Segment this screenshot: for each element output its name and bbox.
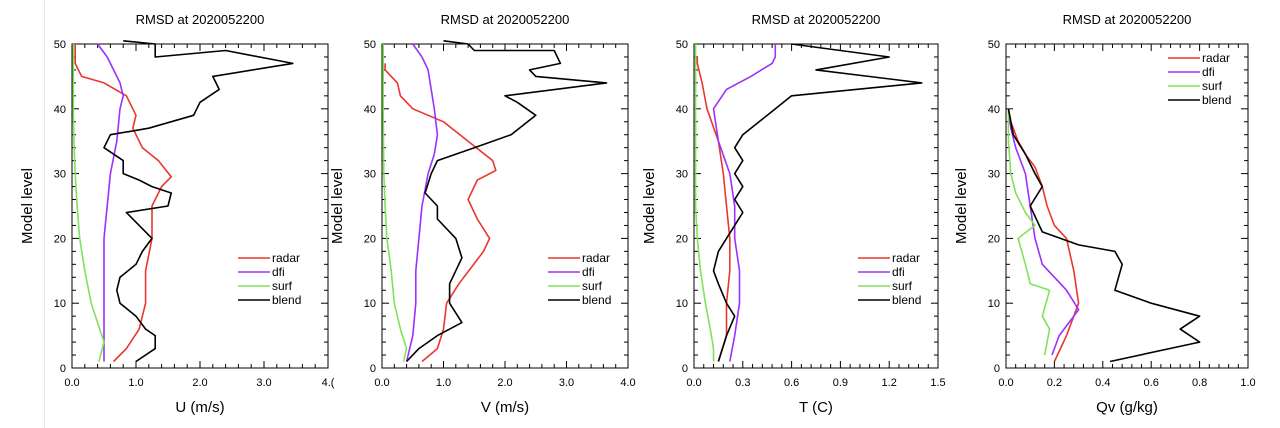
x-tick-label: 0.0 — [686, 377, 701, 389]
y-tick-label: 10 — [988, 298, 1000, 310]
legend-label-blend: blend — [1202, 93, 1231, 107]
legend-label-dfi: dfi — [892, 265, 905, 279]
legend-label-radar: radar — [582, 251, 610, 265]
series-line-dfi — [712, 44, 777, 362]
y-tick-label: 0 — [682, 363, 688, 375]
x-tick-label: 0.0 — [64, 377, 79, 389]
x-tick-label: 1.0 — [128, 377, 143, 389]
y-tick-label: 50 — [988, 39, 1000, 51]
legend-label-radar: radar — [1202, 51, 1230, 65]
y-tick-label: 20 — [54, 233, 66, 245]
plot-frame — [381, 43, 629, 369]
x-tick-label: 0.3 — [735, 377, 750, 389]
left-divider — [44, 0, 45, 428]
y-tick-label: 10 — [364, 298, 376, 310]
y-axis-label: Model level — [953, 168, 970, 244]
x-tick-label: 3.0 — [559, 377, 574, 389]
y-tick-label: 30 — [54, 169, 66, 181]
legend-label-radar: radar — [892, 251, 920, 265]
x-axis-label: Qv (g/kg) — [1096, 399, 1158, 416]
legend-label-dfi: dfi — [272, 265, 285, 279]
x-tick-label: 3.0 — [256, 377, 271, 389]
y-tick-label: 0 — [370, 363, 376, 375]
series-line-blend — [103, 40, 294, 363]
y-tick-label: 20 — [988, 233, 1000, 245]
chart-title: RMSD at 2020052200 — [752, 12, 881, 27]
x-tick-label: 0.2 — [1047, 377, 1062, 389]
x-axis-label: T (C) — [799, 399, 833, 416]
series-line-radar — [696, 57, 731, 362]
series-line-radar — [384, 63, 497, 363]
y-tick-label: 50 — [54, 39, 66, 51]
y-axis-label: Model level — [19, 168, 36, 244]
x-axis-label: V (m/s) — [481, 399, 529, 416]
y-tick-label: 50 — [364, 39, 376, 51]
y-tick-label: 30 — [988, 169, 1000, 181]
series-line-surf — [382, 44, 408, 362]
series-line-blend — [712, 43, 923, 362]
legend-label-surf: surf — [272, 279, 293, 293]
y-tick-label: 40 — [54, 104, 66, 116]
y-tick-label: 10 — [54, 298, 66, 310]
legend-label-surf: surf — [1202, 79, 1223, 93]
legend-label-surf: surf — [892, 279, 913, 293]
x-tick-label: 0.4 — [1095, 377, 1110, 389]
x-tick-label: 0.9 — [833, 377, 848, 389]
x-tick-label: 1.0 — [436, 377, 451, 389]
legend-label-blend: blend — [892, 293, 921, 307]
x-tick-label: 4.( — [322, 377, 335, 389]
plot-frame — [71, 43, 329, 369]
x-tick-label: 0.8 — [1192, 377, 1207, 389]
series-line-dfi — [1007, 108, 1080, 356]
series-line-blend — [406, 40, 608, 363]
series-line-surf — [72, 44, 105, 362]
legend-label-dfi: dfi — [582, 265, 595, 279]
y-tick-label: 20 — [364, 233, 376, 245]
y-tick-label: 30 — [676, 169, 688, 181]
legend-label-blend: blend — [272, 293, 301, 307]
y-tick-label: 20 — [676, 233, 688, 245]
x-tick-label: 2.0 — [192, 377, 207, 389]
chart-title: RMSD at 2020052200 — [136, 12, 265, 27]
x-tick-label: 4.0 — [620, 377, 635, 389]
series-line-radar — [74, 44, 172, 363]
y-axis-label: Model level — [329, 168, 346, 244]
chart-title: RMSD at 2020052200 — [1063, 12, 1192, 27]
y-tick-label: 0 — [60, 363, 66, 375]
chart-panel-4: 0 10 20 30 40 50 0.0 0.2 0.4 0.6 0.8 1.0 RMSD at 202… — [953, 12, 1256, 416]
chart-panel-1: 0 10 20 30 40 50 0.0 1.0 2.0 3.0 4.( RMSD at 202005… — [19, 12, 335, 416]
y-tick-label: 40 — [364, 104, 376, 116]
x-tick-label: 1.0 — [1240, 377, 1255, 389]
y-tick-label: 0 — [994, 363, 1000, 375]
chart-panel-3: 0 10 20 30 40 50 0.0 0.3 0.6 0.9 1.2 1.5 RMSD at 202… — [641, 12, 946, 416]
legend-label-dfi: dfi — [1202, 65, 1215, 79]
y-tick-label: 30 — [364, 169, 376, 181]
y-tick-label: 10 — [676, 298, 688, 310]
x-tick-label: 0.6 — [1144, 377, 1159, 389]
plot-frame — [693, 43, 939, 369]
legend-label-radar: radar — [272, 251, 300, 265]
y-axis-label: Model level — [641, 168, 658, 244]
x-tick-label: 1.2 — [882, 377, 897, 389]
series-line-surf — [1007, 108, 1051, 356]
x-tick-label: 0.0 — [998, 377, 1013, 389]
series-line-surf — [694, 44, 715, 362]
legend-label-surf: surf — [582, 279, 603, 293]
x-tick-label: 1.5 — [930, 377, 945, 389]
plot-frame — [1005, 43, 1249, 369]
series-line-dfi — [96, 43, 124, 362]
x-tick-label: 0.0 — [374, 377, 389, 389]
y-tick-label: 40 — [988, 104, 1000, 116]
y-tick-label: 50 — [676, 39, 688, 51]
x-tick-label: 2.0 — [497, 377, 512, 389]
series-line-dfi — [405, 43, 439, 362]
legend-label-blend: blend — [582, 293, 611, 307]
series-line-blend — [1007, 108, 1201, 363]
x-axis-label: U (m/s) — [175, 399, 224, 416]
chart-panel-2: 0 10 20 30 40 50 0.0 1.0 2.0 3.0 4.0 RMSD at 202005… — [329, 12, 636, 416]
y-tick-label: 40 — [676, 104, 688, 116]
chart-title: RMSD at 2020052200 — [441, 12, 570, 27]
x-tick-label: 0.6 — [784, 377, 799, 389]
